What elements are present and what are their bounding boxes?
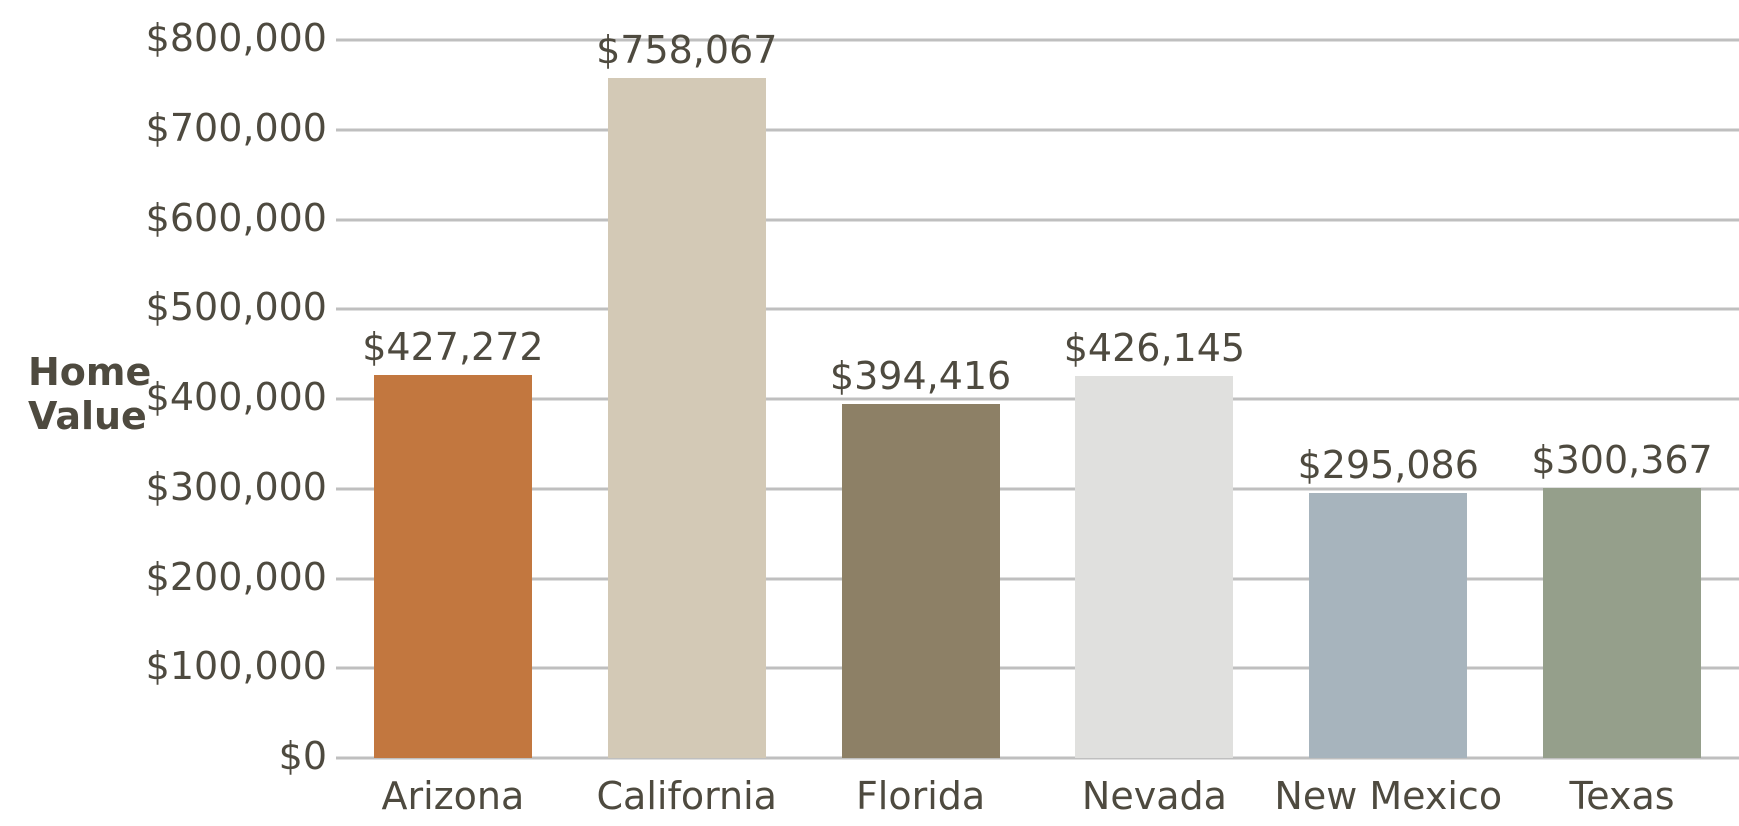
- y-axis-title-line1: Home: [28, 350, 152, 394]
- y-axis-title: Home Value: [28, 350, 151, 439]
- bar-value-label: $758,067: [596, 27, 778, 72]
- bar-texas: [1543, 488, 1702, 758]
- y-tick-label: $400,000: [145, 375, 327, 420]
- y-axis-title-line2: Value: [28, 394, 147, 439]
- plot-area: [336, 38, 1739, 760]
- gridline: [336, 307, 1739, 311]
- bar-value-label: $394,416: [829, 354, 1012, 398]
- gridline: [336, 666, 1739, 670]
- gridline: [336, 756, 1739, 760]
- bar-value-label: $300,367: [1531, 438, 1713, 483]
- y-tick-label: $700,000: [145, 105, 327, 150]
- y-tick-label: $100,000: [145, 644, 327, 689]
- y-tick-label: $800,000: [145, 16, 327, 61]
- bar-california: [607, 77, 766, 758]
- bar-new-mexico: [1309, 493, 1468, 758]
- bar-arizona: [373, 374, 532, 758]
- x-category-label: Nevada: [1081, 774, 1227, 818]
- x-category-label: New Mexico: [1274, 774, 1503, 818]
- gridline: [336, 218, 1739, 221]
- y-tick-label: $600,000: [145, 195, 327, 240]
- y-tick-label: $500,000: [145, 285, 327, 330]
- bar-value-label: $426,145: [1063, 325, 1246, 370]
- bar-value-label: $295,086: [1297, 443, 1479, 488]
- gridline: [336, 487, 1739, 491]
- bar-nevada: [1075, 375, 1234, 758]
- bar-florida: [841, 404, 1000, 758]
- y-tick-label: $0: [278, 734, 327, 779]
- gridline: [336, 577, 1739, 580]
- x-category-label: Florida: [855, 774, 986, 818]
- y-tick-label: $300,000: [145, 464, 327, 509]
- x-category-label: Texas: [1569, 774, 1675, 818]
- gridline: [336, 397, 1739, 401]
- bar-value-label: $427,272: [362, 324, 544, 369]
- x-category-label: California: [596, 774, 777, 818]
- y-tick-label: $200,000: [145, 554, 327, 599]
- gridline: [336, 128, 1739, 132]
- x-category-label: Arizona: [381, 774, 525, 818]
- gridline: [336, 38, 1739, 42]
